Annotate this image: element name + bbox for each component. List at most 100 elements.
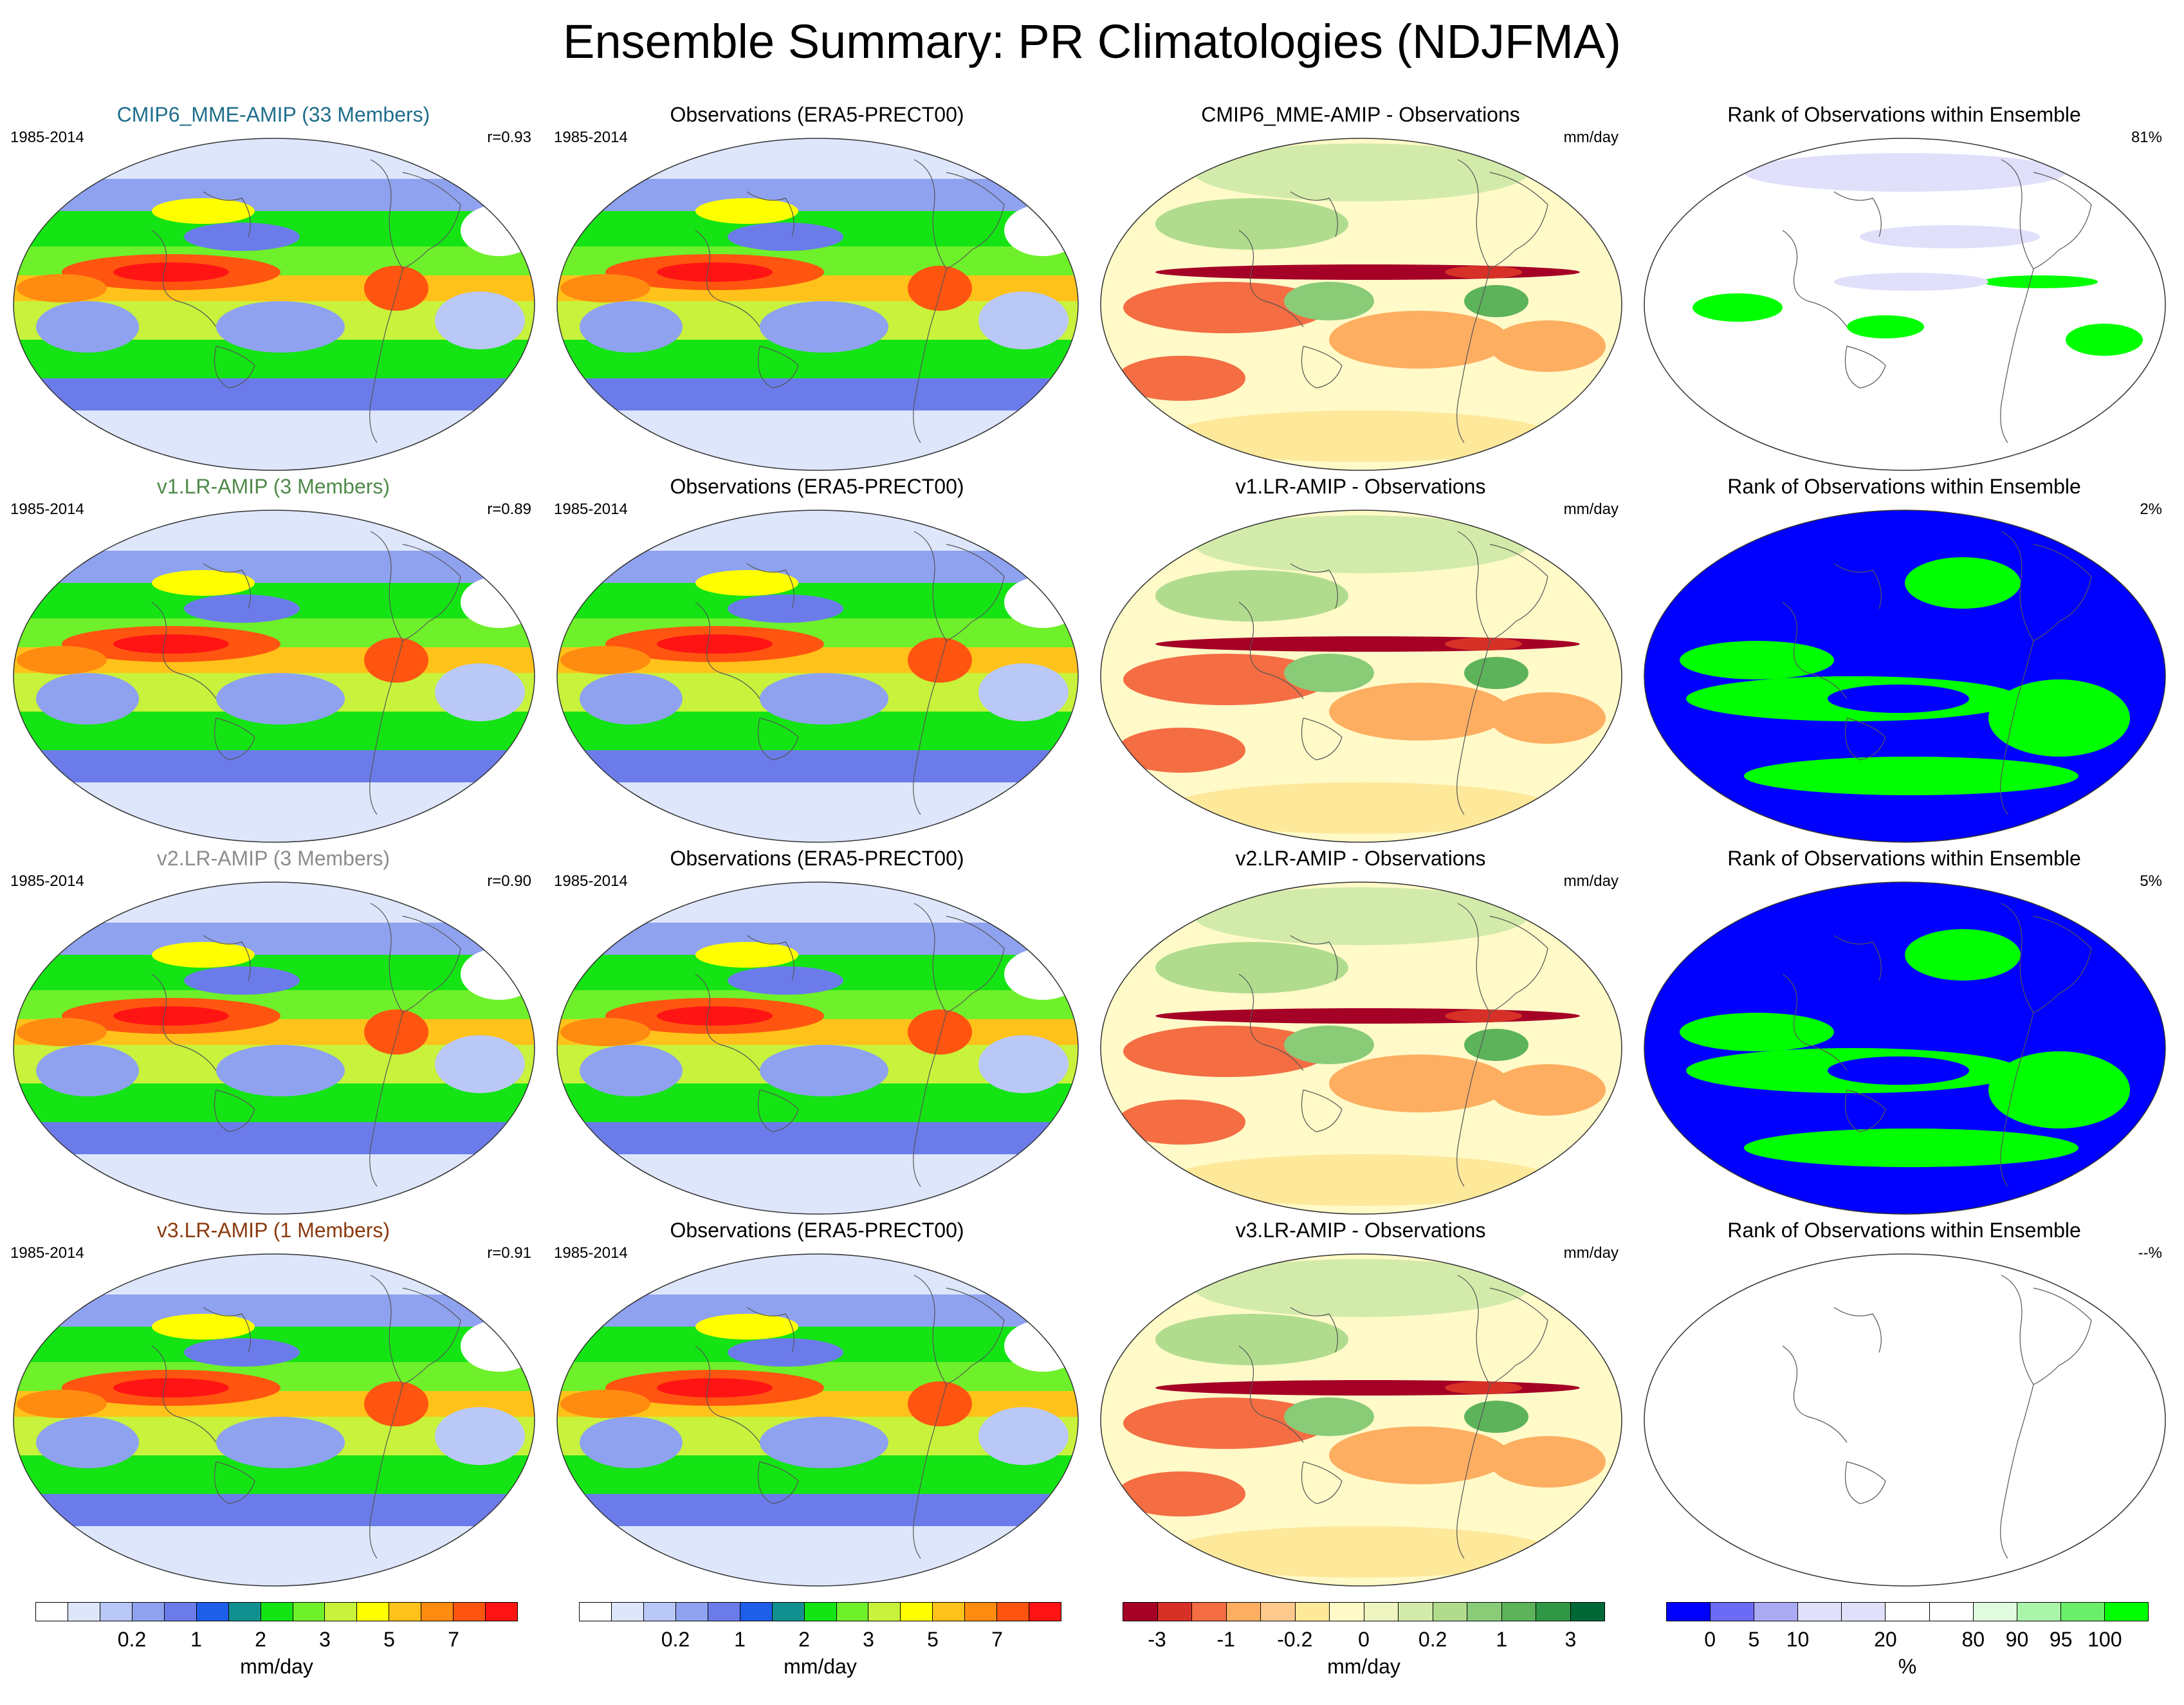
diff-antarctic: [1168, 1154, 1554, 1206]
diff-amz-wet: [1464, 285, 1528, 317]
amazon-rain: [908, 638, 972, 683]
coastline: [1833, 191, 1882, 237]
map-outline: [1100, 138, 1622, 471]
dry-subtrop-2: [216, 1417, 345, 1468]
dry-subtrop-3: [978, 1407, 1069, 1465]
coastline: [1290, 563, 1338, 609]
coastline: [1833, 935, 1882, 981]
panel-model-row4: v3.LR-AMIP (1 Members) 1985-2014 r=0.91: [6, 1219, 540, 1592]
africa-rain: [560, 274, 650, 302]
coastline: [1238, 230, 1304, 327]
model-title: v1.LR-AMIP (3 Members): [156, 475, 390, 498]
polar-band: [14, 138, 535, 179]
diff-title: CMIP6_MME-AMIP - Observations: [1201, 103, 1520, 126]
coastline: [214, 717, 255, 760]
colorbar-box: [997, 1603, 1030, 1621]
coastline: [757, 1461, 799, 1504]
colorbar-box: [965, 1603, 998, 1621]
colorbar-units: %: [1898, 1655, 1917, 1678]
rank-north-lav: [1744, 153, 2066, 192]
map-outline: [13, 881, 535, 1215]
coastline: [746, 563, 794, 609]
amazon-rain: [908, 1009, 972, 1055]
colorbar-tick-label: 0: [1358, 1628, 1370, 1651]
africa-rain: [560, 1018, 650, 1046]
dry-subtrop-1: [36, 1417, 139, 1468]
colorbar-units: mm/day: [784, 1655, 857, 1678]
colorbar-box: [421, 1603, 454, 1621]
period-label: 1985-2014: [554, 129, 628, 146]
model-map-svg: [13, 1253, 535, 1587]
highlat-band: [557, 551, 1078, 583]
coastline: [757, 346, 799, 389]
obs-title: Observations (ERA5-PRECT00): [670, 1219, 964, 1242]
coastline: [369, 531, 403, 815]
dry-subtrop-1: [580, 301, 683, 353]
units-label: mm/day: [1563, 1244, 1619, 1262]
sahara: [461, 1320, 535, 1372]
coastline: [2033, 172, 2092, 270]
colorbar-tick-label: 100: [2088, 1628, 2122, 1651]
highlat-band: [557, 923, 1078, 955]
diff-sa-dry: [1490, 692, 1606, 744]
dry-subtrop-2: [760, 301, 888, 353]
colorbar-box: [1973, 1603, 2017, 1621]
rank-north: [1905, 929, 2021, 981]
dry-subtrop-2: [760, 1417, 888, 1468]
colorbar-box: [486, 1603, 518, 1621]
dry-subtrop-3: [978, 663, 1069, 721]
colorbar-box: [580, 1603, 612, 1621]
sahara: [461, 948, 535, 1000]
amazon-rain: [364, 1381, 428, 1426]
period-label: 1985-2014: [10, 872, 84, 890]
dry-subtrop-1: [36, 301, 139, 353]
coastline: [1238, 1345, 1304, 1443]
colorbar-tick-label: 0.2: [661, 1628, 690, 1651]
diff-pac-wet: [1284, 282, 1374, 320]
colorbar-box: [1754, 1603, 1799, 1621]
dry-north: [184, 594, 300, 623]
map-outline: [556, 510, 1079, 843]
map-outline: [1644, 510, 2166, 843]
warm-pool-core: [113, 1378, 229, 1397]
colorbar-tick-label: -3: [1148, 1628, 1166, 1651]
diff-antarctic: [1168, 782, 1554, 834]
map-outline: [1100, 510, 1622, 843]
africa-rain: [560, 1390, 650, 1418]
coastline: [1456, 159, 1491, 443]
dry-subtrop-3: [978, 1035, 1069, 1093]
antarctic-band: [557, 782, 1078, 842]
colorbar-box: [1295, 1603, 1330, 1621]
coastline: [1290, 191, 1338, 237]
coastline: [1301, 1089, 1343, 1132]
warm-pool-core: [113, 1006, 229, 1026]
antarctic-band: [557, 410, 1078, 470]
coastline: [369, 159, 403, 443]
diff-atl-dry: [1445, 638, 1522, 650]
colorbar-box: [1157, 1603, 1192, 1621]
colorbar-box: [196, 1603, 229, 1621]
coastline: [695, 230, 760, 327]
warm-pool-core: [113, 263, 229, 282]
panel-model-row3: v2.LR-AMIP (3 Members) 1985-2014 r=0.90: [6, 847, 540, 1220]
amazon-rain: [364, 1009, 428, 1055]
obs-title: Observations (ERA5-PRECT00): [670, 475, 964, 498]
colorbar-tick-label: 5: [1748, 1628, 1760, 1651]
map-outline: [13, 1253, 535, 1587]
dry-north: [184, 966, 300, 995]
period-label: 1985-2014: [554, 501, 628, 518]
rank-map-svg: [1644, 1253, 2166, 1587]
coastline: [1456, 1275, 1491, 1559]
africa-rain: [17, 1390, 107, 1418]
coastline: [402, 916, 461, 1013]
panel-rank-row2: Rank of Observations within Ensemble 2%: [1637, 475, 2171, 848]
diff-map-svg: [1100, 881, 1622, 1215]
storm-track: [152, 198, 255, 224]
coastline: [203, 563, 251, 609]
dry-north: [184, 1338, 300, 1367]
diff-map-svg: [1100, 1253, 1622, 1587]
warm-pool-core: [657, 1006, 773, 1026]
diff-atl-dry: [1445, 1381, 1522, 1394]
coastline: [1489, 916, 1548, 1013]
rank-title: Rank of Observations within Ensemble: [1727, 103, 2081, 126]
